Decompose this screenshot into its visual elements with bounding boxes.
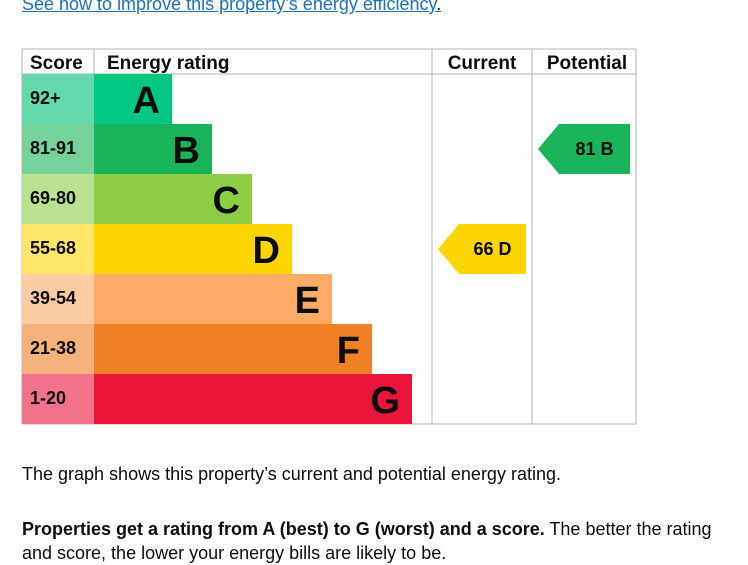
rating-bar-f [94,324,372,374]
current-header: Current [448,53,517,74]
energy-rating-chart: Score Energy rating Current Potential 92… [21,48,637,425]
rating-bar-b [94,124,212,174]
improve-efficiency-link-text[interactable]: See how to improve this property’s energ… [22,0,437,14]
score-cell-d [22,224,94,274]
score-range-g: 1-20 [30,388,66,408]
rating-bar-d [94,224,292,274]
score-cell-c [22,174,94,224]
rating-letter-f: F [337,330,360,372]
rating-bar-c [94,174,252,224]
score-range-b: 81-91 [30,138,76,158]
energy-rating-header: Energy rating [107,53,229,74]
score-cell-e [22,274,94,324]
rating-explanation: Properties get a rating from A (best) to… [22,517,722,565]
score-cell-b [22,124,94,174]
rating-letter-e: E [295,280,320,322]
rating-bar-g [94,374,412,424]
rating-letter-b: B [173,130,200,172]
score-header: Score [30,53,83,74]
score-cell-f [22,324,94,374]
improve-efficiency-link[interactable]: See how to improve this property’s energ… [22,0,441,15]
current-rating-arrow [438,224,526,274]
score-range-a: 92+ [30,88,61,108]
rating-letter-c: C [213,180,240,222]
current-rating-label: 66 D [473,239,511,259]
score-range-c: 69-80 [30,188,76,208]
link-trailing-period: . [436,0,442,14]
graph-description: The graph shows this property’s current … [22,464,561,484]
score-range-e: 39-54 [30,288,76,308]
potential-rating-arrow [538,124,630,174]
score-cell-a [22,74,94,124]
potential-rating-label: 81 B [575,139,613,159]
potential-header: Potential [547,53,627,74]
rating-letter-a: A [133,80,160,122]
score-range-f: 21-38 [30,338,76,358]
rating-bar-e [94,274,332,324]
score-cell-g [22,374,94,424]
rating-letter-d: D [253,230,280,272]
rating-letter-g: G [370,380,400,422]
rating-bar-a [94,74,172,124]
score-range-d: 55-68 [30,238,76,258]
rating-explanation-bold: Properties get a rating from A (best) to… [22,519,545,539]
